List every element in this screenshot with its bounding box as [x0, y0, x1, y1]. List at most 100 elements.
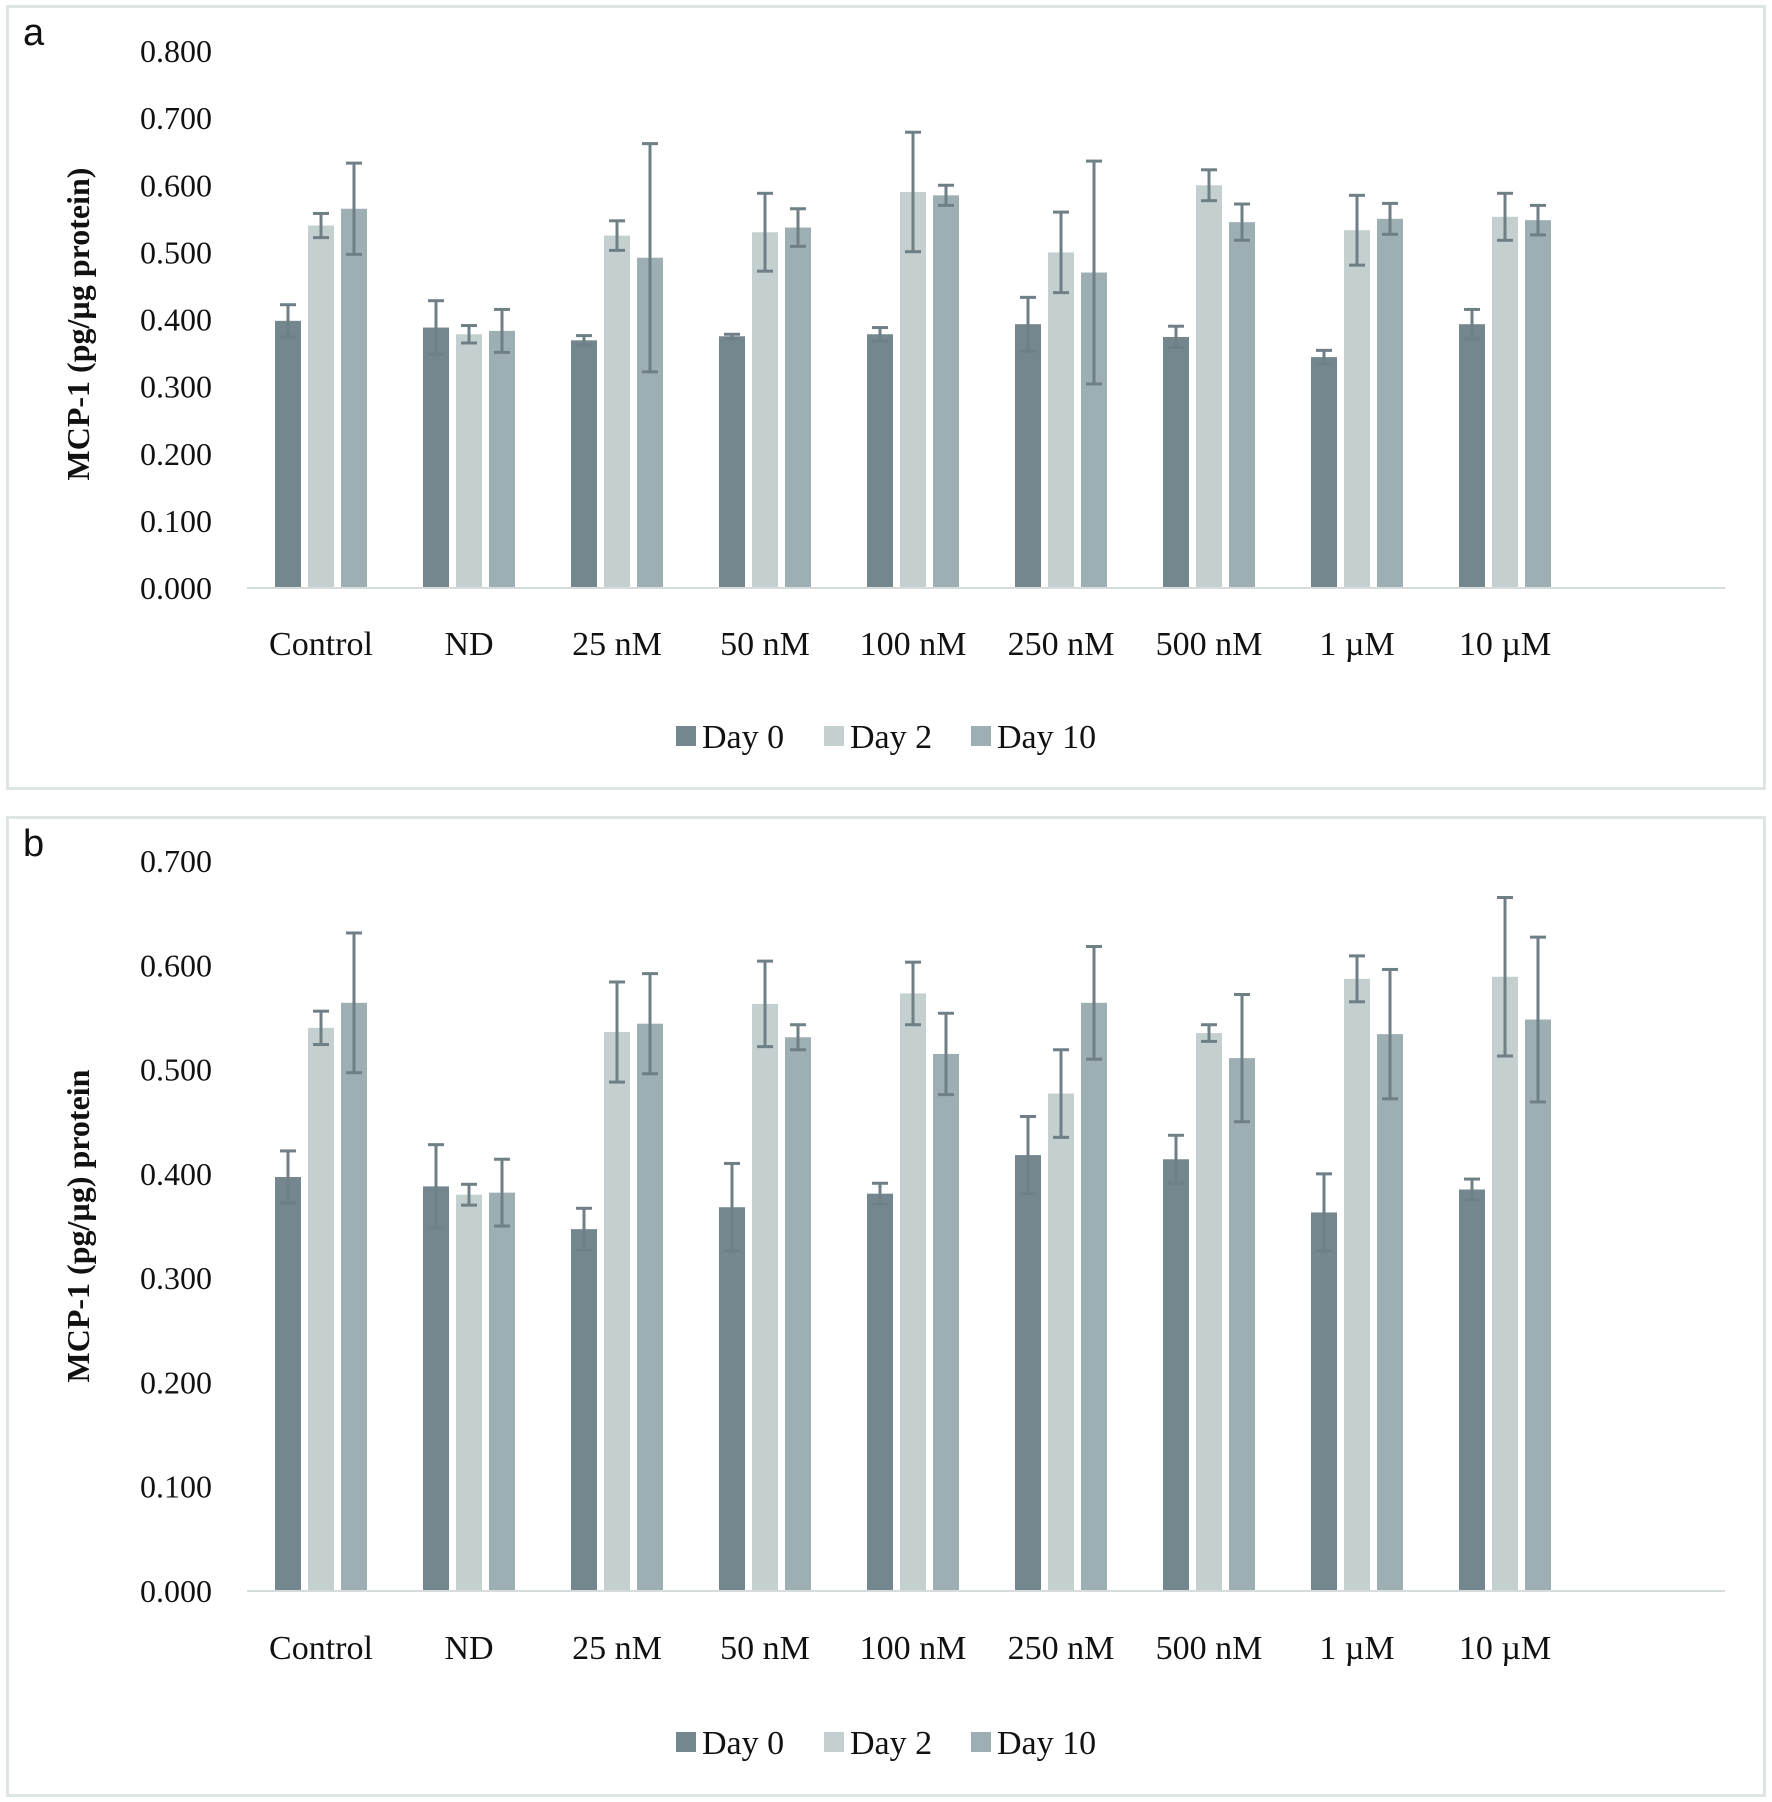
y-tick-label: 0.200: [140, 436, 212, 472]
bar: [1015, 1155, 1041, 1591]
error-bar: [872, 326, 888, 343]
error-bar: [1086, 945, 1102, 1061]
x-category-label: ND: [444, 626, 493, 663]
bar: [752, 232, 778, 589]
legend-item: Day 0: [676, 1725, 784, 1762]
x-category-label: 25 nM: [572, 626, 662, 663]
error-bar: [1497, 896, 1513, 1058]
error-bar: [642, 972, 658, 1076]
error-bar: [938, 1011, 954, 1097]
bar: [1229, 1058, 1255, 1591]
error-bar: [346, 931, 362, 1075]
y-tick-label: 0.500: [140, 1052, 212, 1088]
x-category-label: Control: [269, 626, 373, 663]
y-axis-title: MCP-1 (pg/µg protein): [60, 168, 96, 481]
panel-label: b: [23, 823, 45, 865]
error-bar: [790, 207, 806, 248]
error-bar: [1168, 1133, 1184, 1185]
x-category-label: 10 µM: [1459, 1630, 1551, 1667]
bar: [571, 340, 597, 588]
legend-swatch: [676, 726, 696, 746]
x-category-label: 10 µM: [1459, 626, 1551, 663]
bar: [604, 1032, 630, 1591]
y-tick-label: 0.500: [140, 234, 212, 270]
bar: [456, 334, 482, 588]
legend-swatch: [971, 1732, 991, 1752]
error-bar: [938, 183, 954, 207]
bar: [1377, 1034, 1403, 1591]
bar: [1344, 978, 1370, 1591]
error-bar: [757, 191, 773, 273]
error-bar: [1020, 295, 1036, 353]
error-bar: [1530, 203, 1546, 237]
bar: [1196, 185, 1222, 588]
error-bar: [313, 211, 329, 240]
error-bar: [1168, 324, 1184, 350]
error-bar: [1316, 348, 1332, 366]
y-tick-label: 0.700: [140, 100, 212, 136]
legend-label: Day 2: [850, 719, 932, 756]
error-bar: [1053, 1048, 1069, 1139]
bar: [900, 993, 926, 1591]
y-tick-label: 0.100: [140, 503, 212, 539]
legend-swatch: [824, 726, 844, 746]
bar: [752, 1003, 778, 1591]
error-bar: [428, 1143, 444, 1230]
error-bar: [609, 219, 625, 252]
error-bar: [494, 1157, 510, 1228]
error-bar: [1349, 954, 1365, 1004]
bar: [275, 320, 301, 588]
legend-swatch: [824, 1732, 844, 1752]
error-bar: [1053, 210, 1069, 295]
bar: [489, 330, 515, 588]
bar: [637, 1023, 663, 1591]
x-category-label: 25 nM: [572, 1630, 662, 1667]
legend-label: Day 10: [997, 719, 1096, 756]
error-bar: [576, 1206, 592, 1252]
x-category-label: 100 nM: [860, 1630, 967, 1667]
bar: [719, 1207, 745, 1591]
x-category-label: 1 µM: [1319, 1630, 1394, 1667]
error-bar: [905, 960, 921, 1027]
bar: [1048, 252, 1074, 588]
error-bar: [1234, 992, 1250, 1124]
bar: [341, 1002, 367, 1591]
x-category-label: 50 nM: [720, 1630, 810, 1667]
error-bar: [346, 161, 362, 256]
bar-chart-a: MCP-1 (pg/µg protein) 0.000 0.100 0.200 0.30…: [60, 33, 1725, 756]
error-bar: [428, 299, 444, 356]
error-bar: [905, 130, 921, 254]
legend-item: Day 10: [971, 1725, 1096, 1762]
bar: [1525, 1019, 1551, 1591]
bar: [1492, 976, 1518, 1591]
y-tick-label: 0.600: [140, 167, 212, 203]
bar: [275, 1176, 301, 1591]
bar: [1525, 220, 1551, 588]
error-bar: [1020, 1115, 1036, 1196]
error-bar: [790, 1023, 806, 1052]
error-bar: [1349, 193, 1365, 267]
x-category-label: 500 nM: [1156, 1630, 1263, 1667]
bar: [423, 1186, 449, 1591]
y-tick-label: 0.300: [140, 369, 212, 405]
bar: [604, 235, 630, 588]
y-tick-label: 0.100: [140, 1469, 212, 1505]
y-tick-label: 0.800: [140, 33, 212, 69]
y-tick-label: 0.200: [140, 1364, 212, 1400]
x-category-label: 1 µM: [1319, 626, 1394, 663]
chart-panel-a: a MCP-1 (pg/µg protein) 0.000 0.100 0.200 0.…: [6, 5, 1766, 790]
bar: [1081, 1002, 1107, 1591]
bar: [900, 191, 926, 588]
y-tick-label: 0.000: [140, 570, 212, 606]
legend-label: Day 10: [997, 1725, 1096, 1762]
y-tick-label: 0.300: [140, 1260, 212, 1296]
bar: [785, 227, 811, 588]
error-bar: [609, 980, 625, 1084]
error-bar: [757, 959, 773, 1049]
y-tick-label: 0.000: [140, 1573, 212, 1609]
error-bar: [1201, 168, 1217, 203]
legend-label: Day 0: [702, 719, 784, 756]
y-axis-title: MCP-1 (pg/µg) protein: [60, 1069, 96, 1382]
legend-label: Day 2: [850, 1725, 932, 1762]
error-bar: [461, 324, 477, 345]
